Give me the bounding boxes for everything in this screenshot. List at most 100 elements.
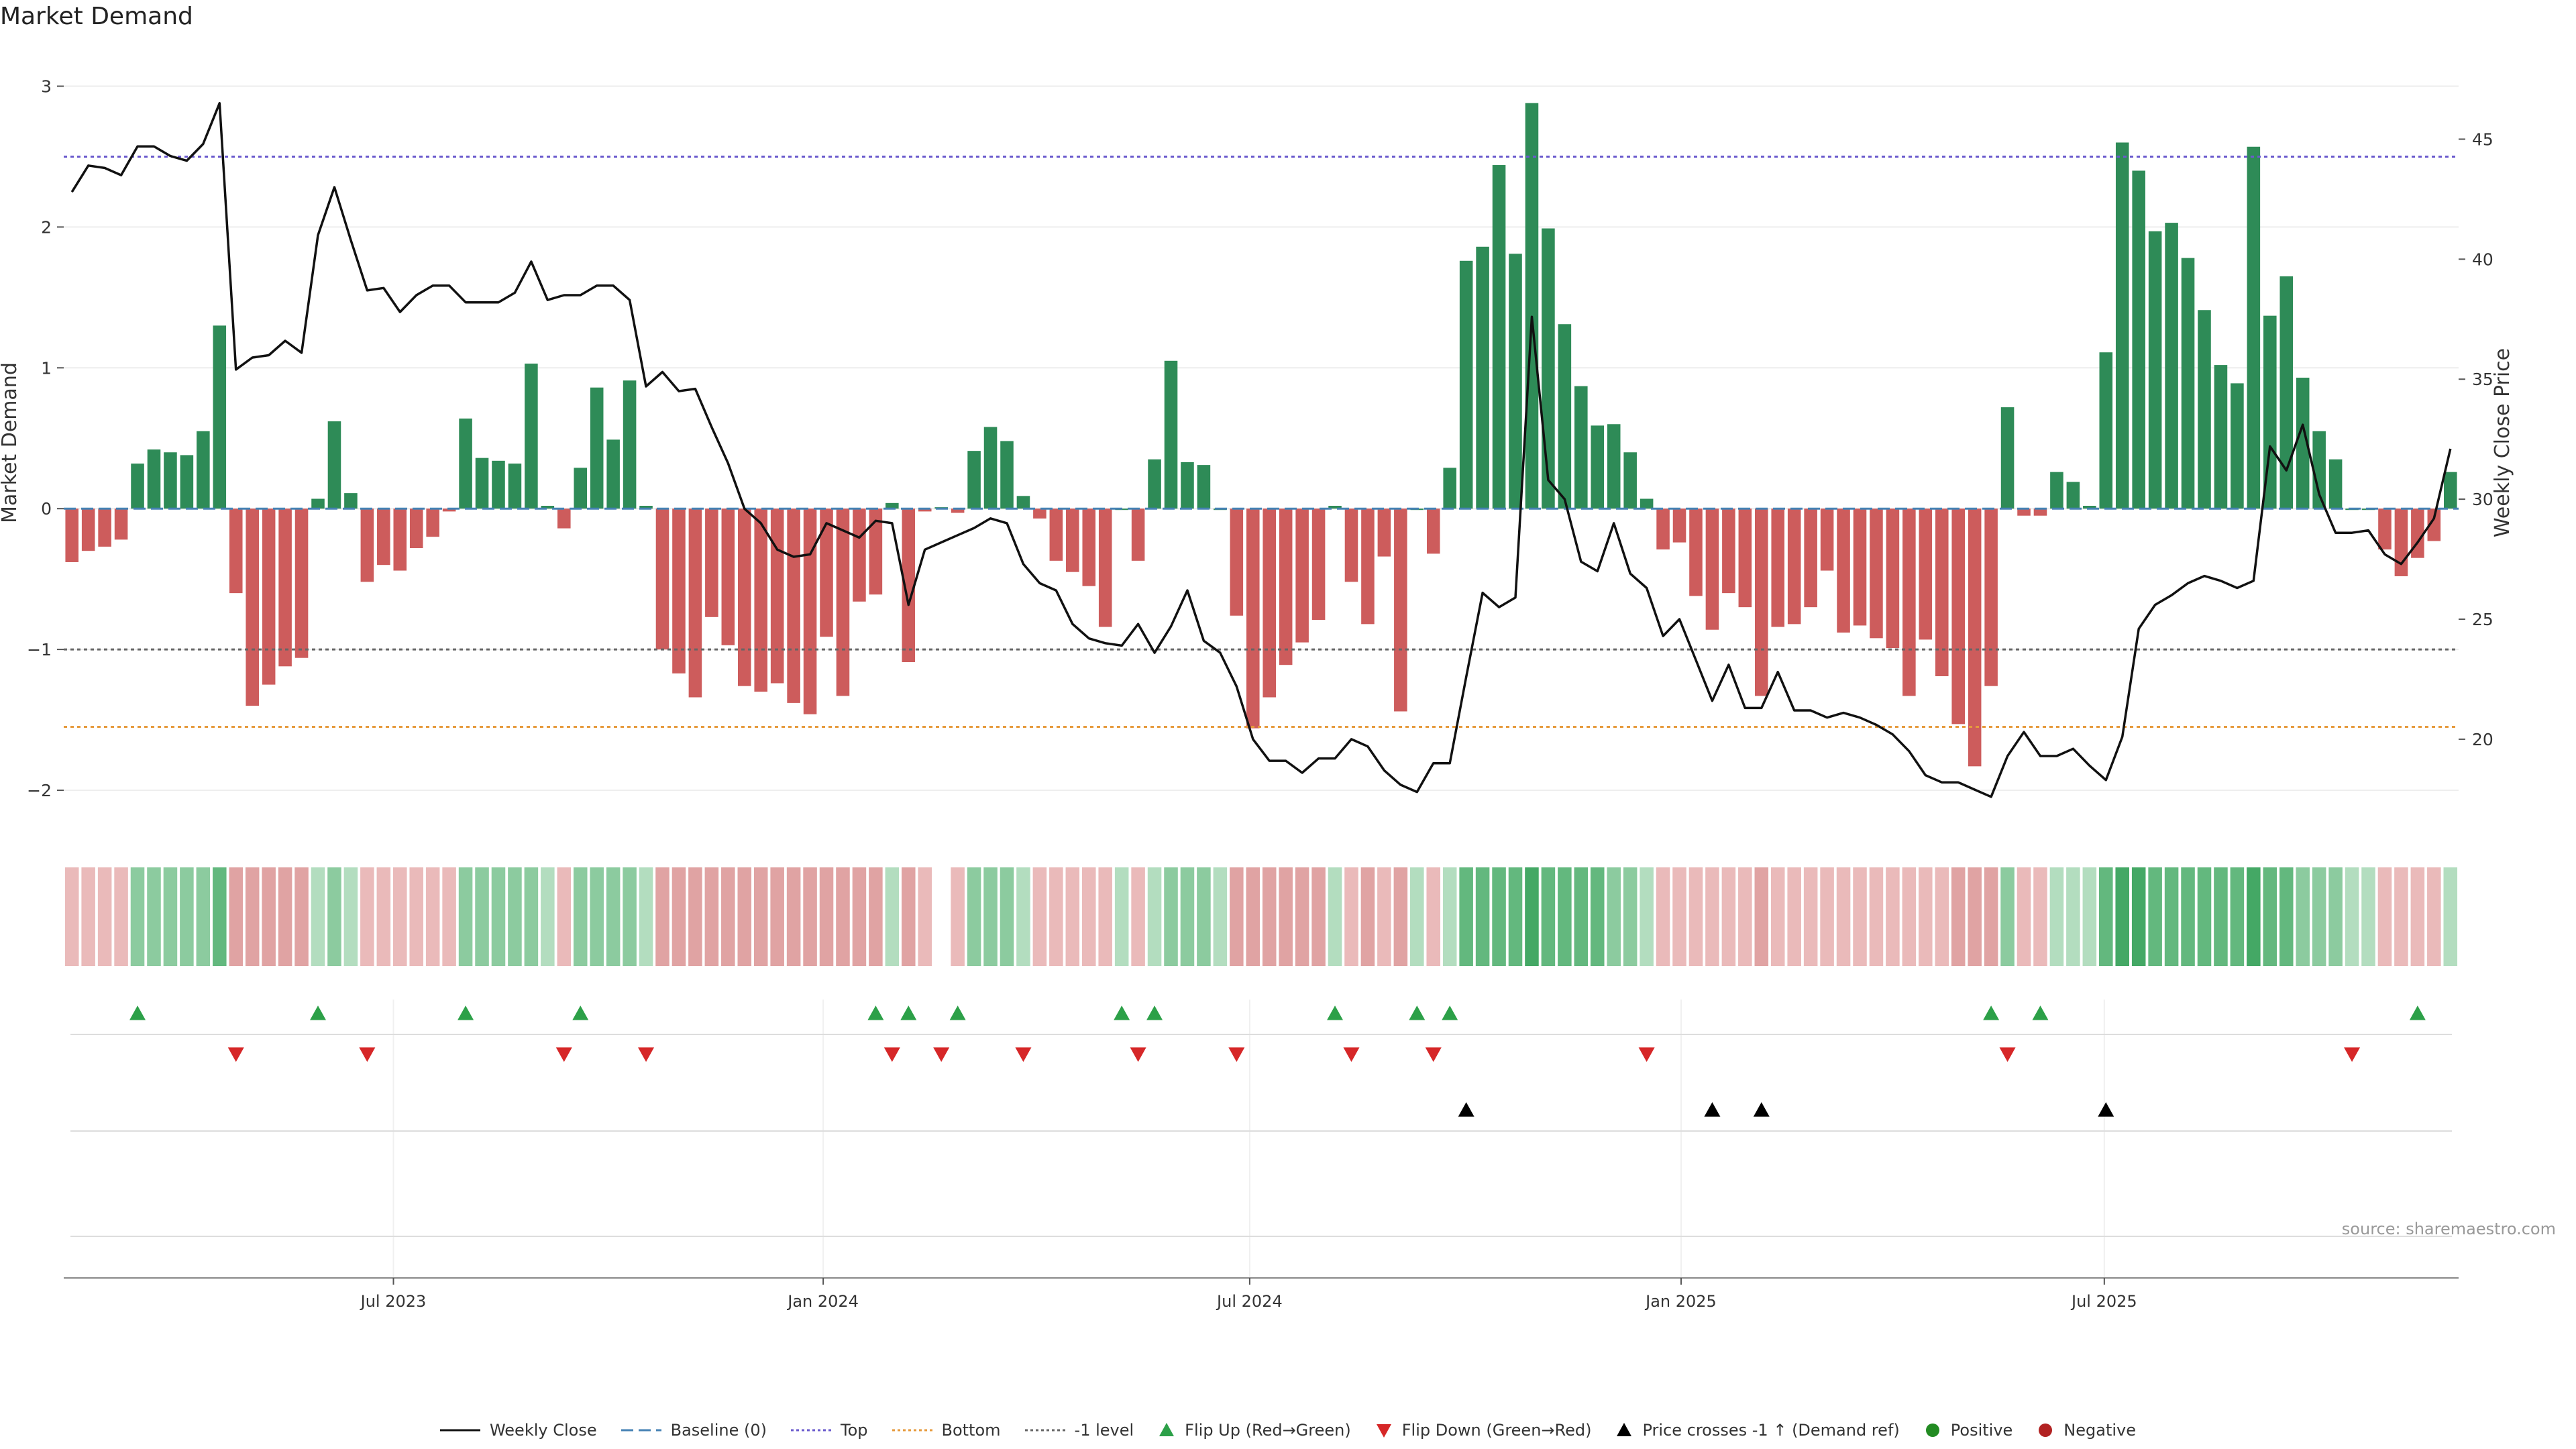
- regime-cell-negative: [1049, 867, 1063, 966]
- regime-cell-negative: [425, 867, 440, 966]
- demand-bar-positive: [2083, 506, 2096, 509]
- y-tick-label: 0: [41, 499, 52, 519]
- flip-down-marker: [933, 1047, 950, 1062]
- regime-cell-negative: [737, 867, 752, 966]
- demand-bar-positive: [2263, 315, 2277, 509]
- regime-cell-negative: [704, 867, 719, 966]
- demand-bar-negative: [737, 508, 751, 686]
- regime-cell-negative: [753, 867, 768, 966]
- regime-cell-negative: [1065, 867, 1080, 966]
- demand-bar-positive: [1542, 228, 1555, 509]
- regime-cell-positive: [2131, 867, 2146, 966]
- regime-cell-positive: [147, 867, 161, 966]
- demand-bar-negative: [672, 508, 686, 674]
- demand-bar-negative: [81, 508, 95, 551]
- flip-down-marker: [1999, 1047, 2016, 1062]
- demand-bar-positive: [606, 439, 620, 509]
- demand-bar-positive: [459, 418, 472, 509]
- demand-bar-negative: [377, 508, 390, 566]
- regime-cell-positive: [1640, 867, 1654, 966]
- regime-cell-positive: [573, 867, 588, 966]
- regime-cell-negative: [262, 867, 276, 966]
- regime-cell-positive: [2312, 867, 2326, 966]
- regime-cell-positive: [2066, 867, 2080, 966]
- demand-bar-negative: [2378, 508, 2392, 550]
- demand-bar-negative: [1804, 508, 1817, 608]
- regime-cell-positive: [2214, 867, 2228, 966]
- demand-bar-negative: [1672, 508, 1686, 543]
- regime-cell-positive: [967, 867, 981, 966]
- tri-up-legend-icon: [1159, 1423, 1175, 1436]
- demand-bar-positive: [983, 427, 998, 509]
- demand-bar-negative: [754, 508, 767, 692]
- demand-bar-negative: [1870, 508, 1883, 639]
- regime-cell-negative: [1032, 867, 1047, 966]
- regime-cell-positive: [163, 867, 178, 966]
- flip-up-marker: [949, 1006, 966, 1020]
- regime-cell-positive: [2115, 867, 2130, 966]
- demand-bar-negative: [688, 508, 702, 698]
- regime-cell-negative: [721, 867, 735, 966]
- demand-bar-positive: [180, 455, 194, 509]
- flip-down-marker: [1343, 1047, 1360, 1062]
- regime-cell-negative: [2427, 867, 2441, 966]
- demand-bar-negative: [918, 508, 932, 512]
- regime-cell-positive: [1114, 867, 1129, 966]
- demand-bar-negative: [1968, 508, 1982, 767]
- dot-neg1-legend-icon: [1024, 1429, 1065, 1432]
- flip-down-marker: [1130, 1047, 1146, 1062]
- regime-cell-positive: [541, 867, 555, 966]
- flip-down-marker: [1015, 1047, 1032, 1062]
- demand-bar-negative: [1984, 508, 1998, 686]
- regime-cell-negative: [1131, 867, 1145, 966]
- regime-cell-positive: [1197, 867, 1211, 966]
- demand-bar-negative: [426, 508, 439, 537]
- demand-bar-positive: [1164, 360, 1178, 509]
- regime-cell-negative: [1705, 867, 1719, 966]
- demand-bar-positive: [147, 449, 161, 509]
- demand-bar-negative: [1705, 508, 1719, 630]
- dot-bottom-legend-icon: [892, 1429, 932, 1432]
- regime-cell-negative: [786, 867, 801, 966]
- regime-cell-negative: [803, 867, 817, 966]
- regime-cell-positive: [2296, 867, 2310, 966]
- regime-cell-negative: [1279, 867, 1293, 966]
- demand-bar-negative: [1033, 508, 1046, 519]
- demand-bar-positive: [1591, 425, 1605, 509]
- regime-cell-negative: [2394, 867, 2408, 966]
- x-tick-label: Jul 2024: [1216, 1292, 1283, 1311]
- legend-label: Weekly Close: [489, 1421, 597, 1440]
- demand-bar-negative: [1738, 508, 1752, 608]
- demand-bar-positive: [327, 421, 341, 509]
- regime-cell-negative: [2410, 867, 2425, 966]
- demand-bar-positive: [2000, 407, 2015, 509]
- regime-cell-negative: [1230, 867, 1244, 966]
- demand-bar-positive: [1148, 459, 1161, 509]
- flip-down-marker: [1228, 1047, 1245, 1062]
- legend-label: Top: [841, 1421, 868, 1440]
- tri-black-legend-icon: [1617, 1423, 1632, 1436]
- demand-bar-negative: [1820, 508, 1834, 571]
- regime-cell-negative: [1672, 867, 1686, 966]
- regime-cell-negative: [1968, 867, 1982, 966]
- x-tick-label: Jul 2025: [2070, 1292, 2137, 1311]
- regime-cell-positive: [1623, 867, 1638, 966]
- flip-down-marker: [555, 1047, 572, 1062]
- regime-cell-negative: [2033, 867, 2047, 966]
- regime-cell-positive: [2263, 867, 2277, 966]
- regime-cell-negative: [1295, 867, 1309, 966]
- demand-bar-positive: [2066, 482, 2080, 509]
- regime-cell-negative: [245, 867, 260, 966]
- regime-cell-positive: [213, 867, 227, 966]
- regime-cell-negative: [1836, 867, 1851, 966]
- x-tick-label: Jan 2024: [786, 1292, 859, 1311]
- regime-cell-positive: [1508, 867, 1523, 966]
- demand-bar-negative: [1098, 508, 1112, 627]
- y2-tick-label: 30: [2472, 490, 2493, 509]
- regime-cell-positive: [180, 867, 194, 966]
- regime-cell-positive: [2049, 867, 2064, 966]
- demand-bar-negative: [1066, 508, 1079, 572]
- regime-cell-positive: [130, 867, 145, 966]
- regime-cell-positive: [1574, 867, 1589, 966]
